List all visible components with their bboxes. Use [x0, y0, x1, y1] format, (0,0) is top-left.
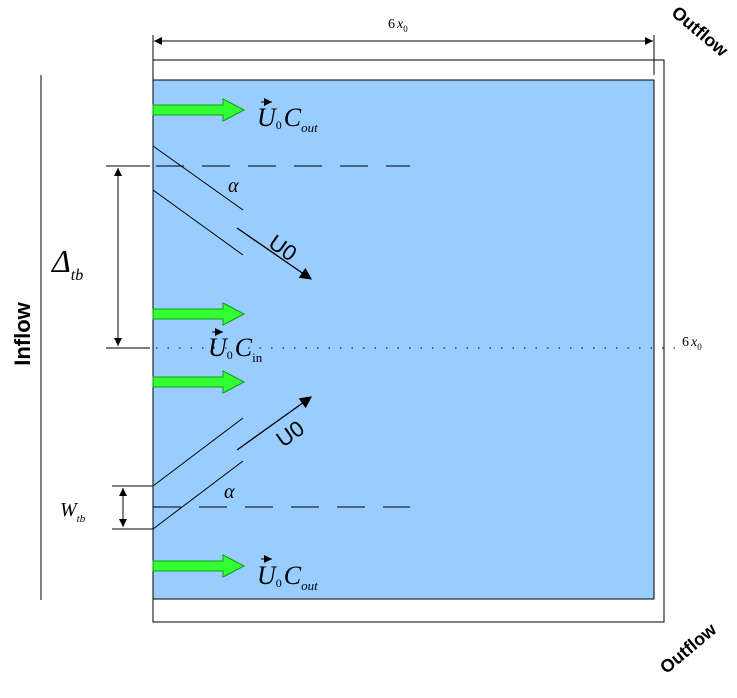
w-subscript: tb: [77, 513, 86, 525]
w-tb-dimension: Wtb: [60, 485, 153, 530]
outflow-label-top: Outflow: [668, 2, 733, 61]
jet-label-center: U0Cin: [208, 328, 263, 365]
svg-text:Δtb: Δtb: [50, 243, 83, 284]
inflow-label: Inflow: [10, 301, 35, 365]
green-arrow-center-upper: [152, 302, 246, 326]
jet-top-c: C: [284, 103, 302, 132]
height-dim-number: 6: [682, 335, 689, 350]
upper-inlet-edge-1: [152, 145, 244, 211]
jet-bottom-u: U: [257, 561, 278, 590]
svg-text:Wtb: Wtb: [60, 499, 86, 525]
height-dimension: 6 x0: [682, 335, 702, 352]
jet-bottom-c: C: [284, 561, 302, 590]
lower-inlet-edge-1: [152, 417, 244, 487]
w-symbol: W: [60, 499, 79, 521]
u0-arrow-bottom: [236, 396, 312, 451]
width-dimension: 6 x0: [152, 17, 655, 80]
delta-symbol: Δ: [50, 243, 71, 279]
jet-label-bottom: U0Cout: [257, 555, 318, 593]
jet-mid-u: U: [208, 333, 229, 362]
width-dim-number: 6: [388, 17, 395, 32]
width-dim-variable: x: [396, 17, 404, 32]
height-dim-subscript: 0: [697, 342, 702, 352]
jet-bottom-c-sub: out: [301, 578, 318, 593]
svg-text:U0Cout: U0Cout: [257, 561, 318, 593]
jet-mid-u-sub: 0: [227, 348, 233, 362]
jet-top-u-sub: 0: [276, 118, 282, 132]
green-arrow-top: [152, 98, 246, 122]
delta-tb-dimension: Δtb: [50, 165, 150, 349]
jet-top-u: U: [257, 103, 278, 132]
height-dim-variable: x: [690, 335, 698, 350]
jet-top-c-sub: out: [301, 120, 318, 135]
svg-text:6x0: 6 x0: [388, 17, 408, 34]
alpha-label-bottom: α: [224, 481, 235, 503]
outflow-label-bottom: Outflow: [656, 619, 721, 678]
width-dim-subscript: 0: [403, 24, 408, 34]
jet-mid-c-sub: in: [252, 350, 263, 365]
green-arrow-bottom: [152, 554, 246, 578]
lower-inlet-edge-2: [152, 460, 244, 530]
u0-arrow-top: [236, 227, 312, 280]
jet-bottom-u-sub: 0: [276, 576, 282, 590]
delta-subscript: tb: [71, 267, 83, 284]
jet-mid-c: C: [235, 333, 253, 362]
alpha-label-top: α: [228, 175, 239, 197]
svg-text:U0Cin: U0Cin: [208, 333, 263, 365]
green-arrow-center-lower: [152, 370, 246, 394]
upper-inlet-edge-2: [152, 189, 244, 256]
flow-domain: [152, 79, 655, 600]
jet-label-top: U0Cout: [257, 98, 318, 135]
svg-text:U0Cout: U0Cout: [257, 103, 318, 135]
